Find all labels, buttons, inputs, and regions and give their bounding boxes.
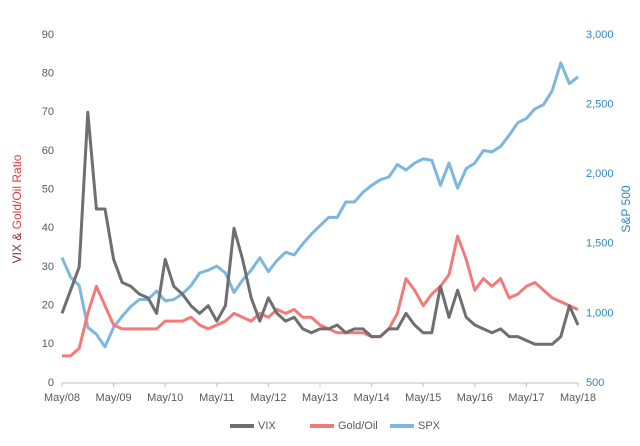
x-tick-label: May/17 xyxy=(508,392,544,404)
y-tick-label: 30 xyxy=(42,261,54,273)
y-tick-label: 50 xyxy=(42,184,54,196)
x-tick-label: May/10 xyxy=(147,392,183,404)
y-tick-label: 0 xyxy=(48,377,54,389)
legend-label: VIX xyxy=(258,420,276,432)
y2-tick-label: 500 xyxy=(586,377,604,389)
x-tick-label: May/13 xyxy=(302,392,338,404)
legend-label: Gold/Oil xyxy=(338,420,378,432)
x-tick-label: May/08 xyxy=(44,392,80,404)
y-label-part: VIX & xyxy=(10,233,24,264)
y2-tick-label: 3,000 xyxy=(586,29,614,41)
y-tick-label: 90 xyxy=(42,29,54,41)
y-tick-label: 70 xyxy=(42,106,54,118)
y2-tick-label: 2,000 xyxy=(586,168,614,180)
y-axis-label: VIX & Gold/Oil Ratio xyxy=(10,154,24,263)
legend-label: SPX xyxy=(418,420,441,432)
y2-tick-label: 1,500 xyxy=(586,238,614,250)
y2-tick-label: 1,000 xyxy=(586,307,614,319)
y-tick-label: 80 xyxy=(42,68,54,80)
x-tick-label: May/14 xyxy=(354,392,390,404)
y2-tick-label: 2,500 xyxy=(586,99,614,111)
series-line xyxy=(60,110,580,346)
x-tick-label: May/11 xyxy=(199,392,234,404)
x-tick-label: May/18 xyxy=(560,392,596,404)
x-tick-label: May/09 xyxy=(96,392,132,404)
y-tick-label: 40 xyxy=(42,222,54,234)
x-tick-label: May/16 xyxy=(457,392,493,404)
y-label-part: Gold/Oil Ratio xyxy=(10,154,24,229)
y-tick-label: 60 xyxy=(42,145,54,157)
x-tick-label: May/12 xyxy=(250,392,286,404)
y2-axis-label: S&P 500 xyxy=(619,185,633,232)
series-line xyxy=(62,234,579,358)
y-tick-label: 10 xyxy=(42,338,54,350)
x-tick-label: May/15 xyxy=(405,392,441,404)
series-line xyxy=(60,61,579,349)
y-tick-label: 20 xyxy=(42,300,54,312)
